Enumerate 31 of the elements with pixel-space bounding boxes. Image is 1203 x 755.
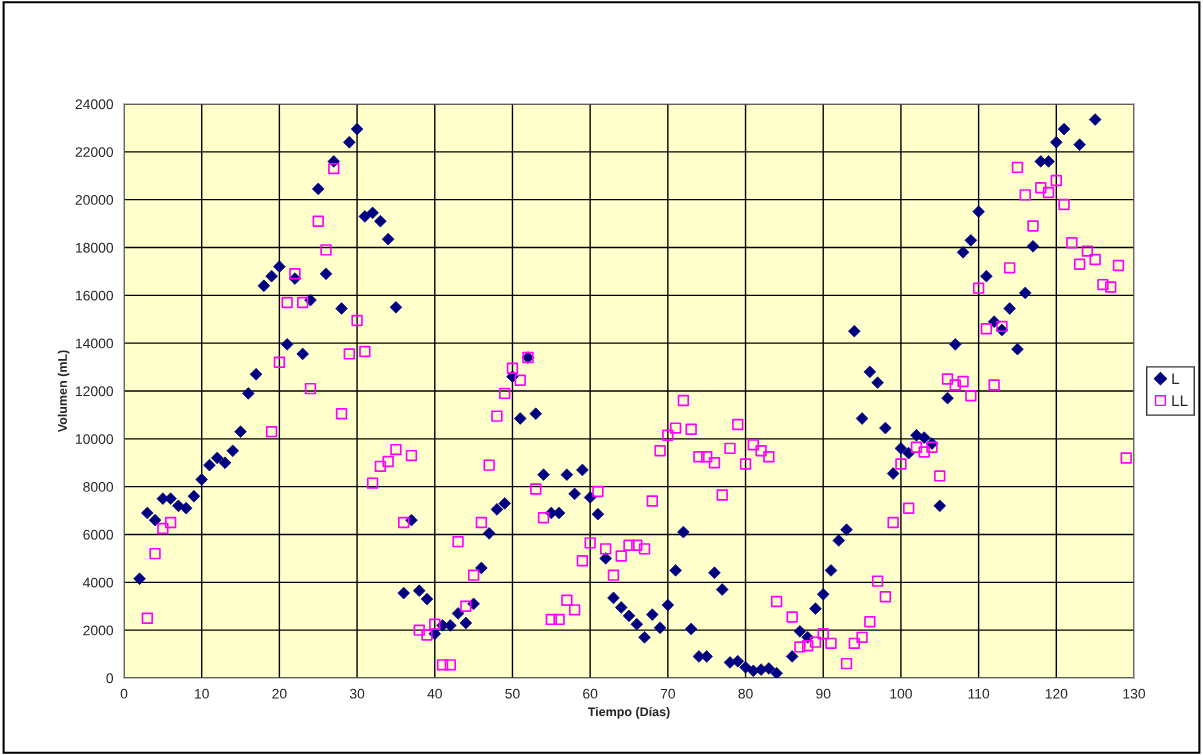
- y-tick-label: 0: [106, 673, 114, 684]
- x-tick-label: 80: [738, 688, 753, 699]
- x-tick-label: 30: [349, 688, 365, 699]
- y-tick-label: 14000: [76, 338, 114, 349]
- x-tick-label: 100: [890, 688, 912, 699]
- x-tick-label: 130: [1123, 688, 1146, 699]
- x-tick-label: 0: [120, 688, 128, 699]
- x-tick-label: 120: [1045, 688, 1068, 699]
- x-tick-label: 20: [272, 688, 287, 699]
- y-tick-label: 18000: [76, 242, 114, 253]
- x-tick-label: 60: [583, 688, 598, 699]
- y-tick-label: 20000: [75, 195, 114, 205]
- y-tick-label: 2000: [83, 625, 114, 636]
- x-tick-label: 10: [195, 688, 209, 699]
- x-tick-label: 40: [427, 688, 442, 699]
- legend-label: L: [1172, 373, 1180, 385]
- y-tick-label: 24000: [75, 99, 114, 110]
- y-tick-label: 4000: [83, 577, 114, 588]
- y-axis-title: Volumen (mL): [57, 350, 70, 433]
- y-tick-label: 8000: [83, 482, 114, 492]
- y-tick-label: 6000: [83, 529, 114, 540]
- x-tick-label: 70: [660, 688, 676, 699]
- y-tick-label: 22000: [75, 147, 114, 157]
- y-tick-label: 12000: [76, 386, 114, 397]
- y-tick-label: 10000: [76, 434, 114, 444]
- y-tick-label: 16000: [76, 290, 114, 301]
- x-tick-label: 90: [816, 688, 831, 699]
- x-tick-label: 50: [505, 688, 520, 699]
- legend-label: LL: [1172, 395, 1188, 406]
- x-axis-title: Tiempo (Días): [587, 706, 670, 719]
- x-tick-label: 110: [968, 688, 990, 699]
